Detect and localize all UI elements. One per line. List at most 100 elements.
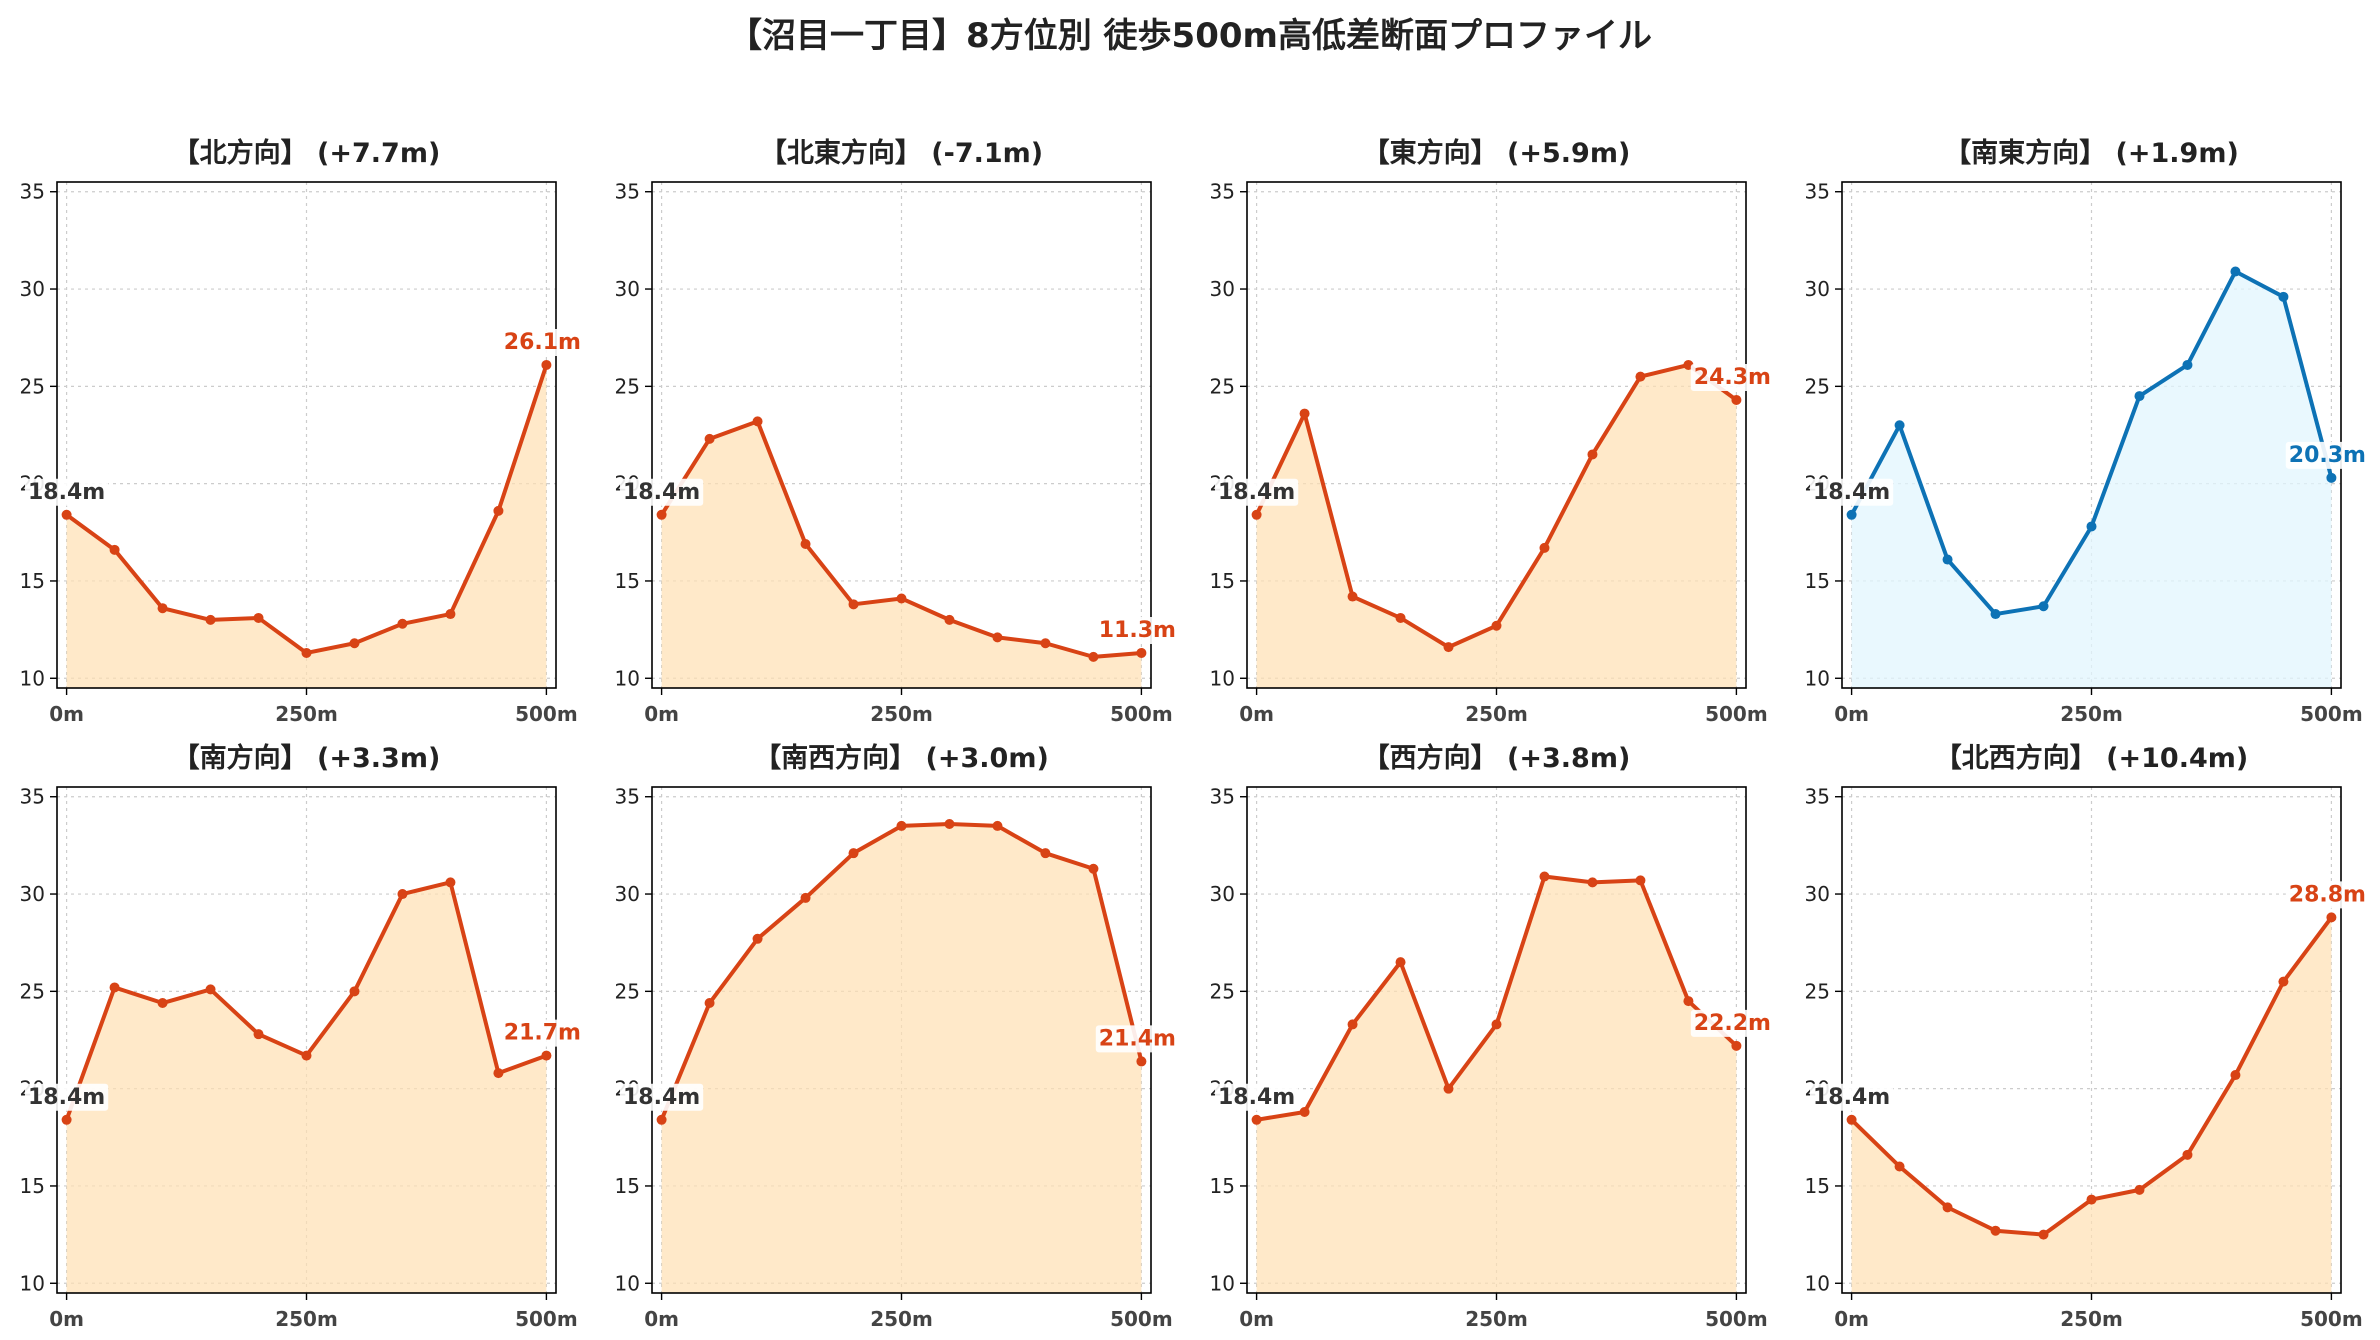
- data-point: [1731, 1040, 1742, 1051]
- start-label-south: 18.4m: [28, 1085, 105, 1110]
- data-point: [2278, 976, 2289, 987]
- y-tick-label: 10: [20, 1271, 45, 1295]
- x-tick-label: 500m: [515, 1307, 578, 1331]
- x-tick-label: 250m: [1465, 1307, 1528, 1331]
- y-tick-label: 35: [20, 180, 45, 204]
- data-point: [1491, 1019, 1502, 1030]
- data-point: [704, 998, 715, 1009]
- panel-title-northwest: 【北西方向】 (+10.4m): [1935, 742, 2248, 774]
- y-tick-label: 30: [20, 277, 45, 301]
- end-label-northwest: 28.8m: [2289, 882, 2366, 907]
- x-tick-label: 500m: [2300, 1307, 2363, 1331]
- chart-panel-east: 【東方向】 (+5.9m)1015202530350m250m500m18.4m…: [1210, 137, 1775, 726]
- x-tick-label: 500m: [2300, 702, 2363, 726]
- data-point: [2134, 1184, 2145, 1195]
- panel-title-north: 【北方向】 (+7.7m): [173, 137, 441, 169]
- y-tick-label: 35: [1210, 785, 1235, 809]
- data-point: [2182, 359, 2193, 370]
- data-point: [61, 1114, 72, 1125]
- data-point: [896, 820, 907, 831]
- x-tick-label: 0m: [644, 702, 679, 726]
- start-label-southeast: 18.4m: [1813, 480, 1890, 505]
- y-tick-label: 25: [1210, 979, 1235, 1003]
- data-point: [157, 998, 168, 1009]
- data-point: [1894, 1161, 1905, 1172]
- start-label-west-bg: [1214, 1083, 1299, 1111]
- end-label-west-bg: [1690, 1009, 1775, 1037]
- data-point: [1894, 420, 1905, 431]
- chart-panel-northwest: 【北西方向】 (+10.4m)1015202530350m250m500m18.…: [1805, 742, 2370, 1331]
- data-point: [944, 818, 955, 829]
- start-label-south-bg: [24, 1083, 109, 1111]
- data-point: [2086, 521, 2097, 532]
- data-point: [1088, 651, 1099, 662]
- x-tick-label: 250m: [870, 702, 933, 726]
- end-label-south: 21.7m: [504, 1021, 581, 1046]
- data-point: [1731, 394, 1742, 405]
- data-point: [1136, 647, 1147, 658]
- data-point: [253, 612, 264, 623]
- data-point: [1587, 449, 1598, 460]
- end-label-northeast: 11.3m: [1099, 618, 1176, 643]
- data-point: [656, 509, 667, 520]
- data-point: [349, 986, 360, 997]
- data-point: [1040, 848, 1051, 859]
- area-fill-southwest: [661, 823, 1142, 1293]
- area-fill-west: [1256, 876, 1737, 1293]
- end-label-northwest-bg: [2285, 881, 2370, 909]
- end-label-north-bg: [500, 328, 585, 356]
- x-tick-label: 0m: [1239, 702, 1274, 726]
- data-point: [1251, 1114, 1262, 1125]
- chart-panel-south: 【南方向】 (+3.3m)1015202530350m250m500m18.4m…: [20, 742, 585, 1331]
- data-point: [992, 820, 1003, 831]
- start-label-northwest-bg: [1809, 1083, 1894, 1111]
- data-point: [109, 982, 120, 993]
- y-tick-label: 15: [1805, 569, 1830, 593]
- y-tick-label: 30: [20, 882, 45, 906]
- x-tick-label: 0m: [49, 1307, 84, 1331]
- y-tick-label: 15: [615, 569, 640, 593]
- x-tick-label: 500m: [1705, 702, 1768, 726]
- data-point: [1990, 609, 2001, 620]
- y-tick-label: 25: [20, 374, 45, 398]
- panel-title-south: 【南方向】 (+3.3m): [173, 742, 441, 774]
- start-label-north-bg: [24, 478, 109, 506]
- x-tick-label: 500m: [1110, 702, 1173, 726]
- x-tick-label: 250m: [2060, 702, 2123, 726]
- data-point: [301, 647, 312, 658]
- panel-title-west: 【西方向】 (+3.8m): [1363, 742, 1631, 774]
- x-tick-label: 250m: [2060, 1307, 2123, 1331]
- y-tick-label: 15: [1805, 1174, 1830, 1198]
- data-point: [157, 603, 168, 614]
- x-tick-label: 0m: [49, 702, 84, 726]
- y-tick-label: 25: [1805, 979, 1830, 1003]
- data-point: [1539, 542, 1550, 553]
- data-point: [800, 892, 811, 903]
- y-tick-label: 15: [20, 569, 45, 593]
- data-point: [253, 1029, 264, 1040]
- data-point: [2038, 1229, 2049, 1240]
- data-point: [1942, 554, 1953, 565]
- panel-title-southeast: 【南東方向】 (+1.9m): [1944, 137, 2239, 169]
- area-fill-northwest: [1851, 917, 2332, 1293]
- x-tick-label: 0m: [1239, 1307, 1274, 1331]
- area-fill-north: [66, 364, 547, 688]
- end-label-west: 22.2m: [1694, 1011, 1771, 1036]
- end-label-east-bg: [1690, 363, 1775, 391]
- data-point: [2326, 472, 2337, 483]
- start-label-northeast-bg: [619, 478, 704, 506]
- x-tick-label: 500m: [1110, 1307, 1173, 1331]
- data-point: [2182, 1149, 2193, 1160]
- data-point: [848, 599, 859, 610]
- data-point: [752, 933, 763, 944]
- area-fill-southeast: [1851, 271, 2332, 688]
- panel-title-northeast: 【北東方向】 (-7.1m): [760, 137, 1043, 169]
- data-point: [61, 509, 72, 520]
- data-point: [397, 618, 408, 629]
- data-point: [896, 593, 907, 604]
- data-point: [992, 632, 1003, 643]
- data-point: [1040, 638, 1051, 649]
- end-label-north: 26.1m: [504, 330, 581, 355]
- y-tick-label: 25: [615, 374, 640, 398]
- y-tick-label: 10: [615, 666, 640, 690]
